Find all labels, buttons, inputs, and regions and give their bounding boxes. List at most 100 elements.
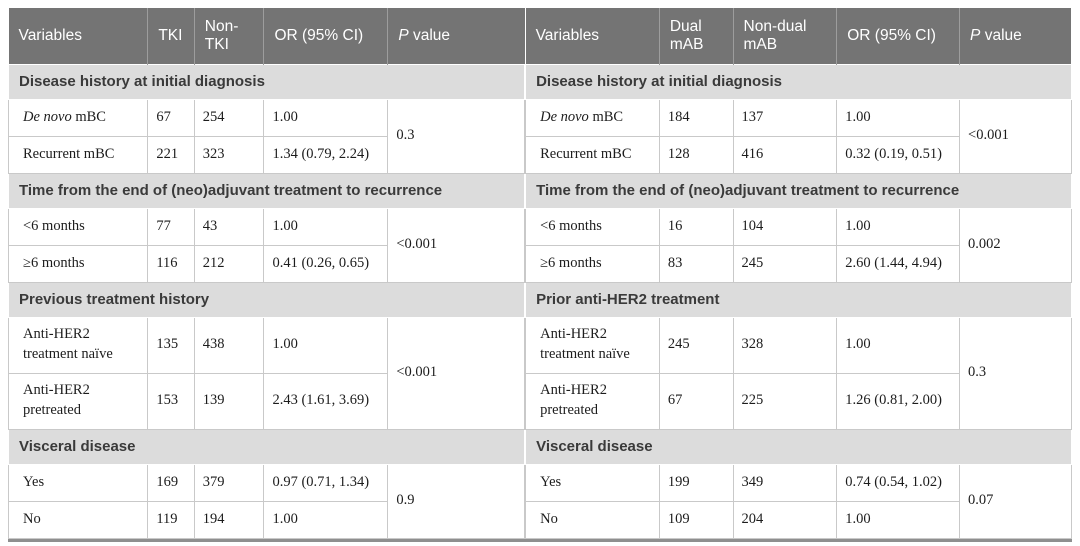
count-cell: 254 [193, 98, 265, 137]
or-cell: 1.00 [263, 316, 389, 374]
or-cell: 1.00 [836, 500, 961, 539]
count-cell: 323 [193, 135, 265, 174]
variable-cell: ≥6 months [525, 244, 660, 283]
section-title: Disease history at initial diagnosis [7, 63, 526, 100]
count-cell: 328 [732, 316, 838, 374]
col-header-or: OR (95% CI) [836, 8, 960, 64]
p-value-cell: 0.07 [959, 463, 1072, 539]
col-header-dual-mab: Dual mAB [658, 8, 734, 64]
variable-text: No [540, 510, 558, 527]
variable-cell: Anti-HER2 pretreated [7, 372, 149, 430]
variable-cell: Yes [525, 463, 660, 502]
table-row: Anti-HER2 treatment naïve 135 438 1.00 <… [7, 316, 526, 430]
table-row: Anti-HER2 treatment naïve 245 328 1.00 0… [525, 316, 1072, 430]
variable-cell: Anti-HER2 pretreated [525, 372, 660, 430]
or-cell: 0.97 (0.71, 1.34) [263, 463, 389, 502]
count-cell: 416 [732, 135, 838, 174]
variable-text: mBC [71, 108, 106, 125]
count-cell: 204 [732, 500, 838, 539]
section-title: Prior anti-HER2 treatment [525, 281, 1072, 318]
section-row: Disease history at initial diagnosis [525, 63, 1072, 100]
count-cell: 137 [732, 98, 838, 137]
col-header-variables: Variables [8, 8, 148, 64]
or-cell: 2.60 (1.44, 4.94) [836, 244, 961, 283]
count-cell: 119 [147, 500, 195, 539]
count-cell: 67 [147, 98, 195, 137]
or-cell: 0.74 (0.54, 1.02) [836, 463, 961, 502]
table-row: No 109 204 1.00 [525, 500, 1072, 539]
or-cell: 1.34 (0.79, 2.24) [263, 135, 389, 174]
count-cell: 139 [193, 372, 265, 430]
p-rest: value [980, 26, 1022, 44]
variable-text: Recurrent mBC [540, 145, 632, 162]
count-cell: 77 [147, 207, 195, 246]
count-cell: 245 [732, 244, 838, 283]
section-row: Prior anti-HER2 treatment [525, 281, 1072, 318]
section-title: Disease history at initial diagnosis [525, 63, 1072, 100]
col-header-variables: Variables [525, 8, 660, 64]
or-cell: 1.00 [263, 500, 389, 539]
section-row: Disease history at initial diagnosis [7, 63, 526, 100]
variable-cell: De novo mBC [525, 98, 660, 137]
variable-text: Anti-HER2 treatment naïve [23, 326, 113, 362]
count-cell: 184 [658, 98, 734, 137]
count-cell: 438 [193, 316, 265, 374]
mab-table: Variables Dual mAB Non-dual mAB OR (95% … [525, 8, 1072, 539]
variable-cell: De novo mBC [7, 98, 149, 137]
tki-table: Variables TKI Non-TKI OR (95% CI) P valu… [7, 8, 526, 539]
p-value-cell: <0.001 [959, 98, 1072, 174]
or-cell: 1.00 [263, 98, 389, 137]
table-row: Recurrent mBC 221 323 1.34 (0.79, 2.24) [7, 135, 525, 174]
variable-text: ≥6 months [23, 254, 85, 271]
count-cell: 153 [147, 372, 195, 430]
count-cell: 169 [147, 463, 195, 502]
p-italic: P [970, 26, 981, 44]
or-cell: 1.00 [836, 98, 961, 137]
variable-text: <6 months [540, 217, 602, 234]
count-cell: 349 [732, 463, 838, 502]
count-cell: 128 [658, 135, 734, 174]
section-title: Visceral disease [7, 428, 526, 465]
variable-text: Anti-HER2 pretreated [540, 382, 607, 418]
count-cell: 212 [193, 244, 265, 283]
variable-cell: No [7, 500, 149, 539]
section-row: Visceral disease [7, 428, 526, 465]
table-row: <6 months 16 104 1.00 0.002 [525, 207, 1072, 283]
table-row: ≥6 months 116 212 0.41 (0.26, 0.65) [7, 244, 525, 283]
variable-cell: Recurrent mBC [525, 135, 660, 174]
count-cell: 16 [658, 207, 734, 246]
col-header-non-dual-mab: Non-dual mAB [732, 8, 837, 64]
col-header-non-tki: Non-TKI [193, 8, 264, 64]
section-row: Visceral disease [525, 428, 1072, 465]
variable-text: Recurrent mBC [23, 145, 115, 162]
section-title: Time from the end of (neo)adjuvant treat… [525, 172, 1072, 209]
count-cell: 67 [658, 372, 734, 430]
or-cell: 1.26 (0.81, 2.00) [836, 372, 961, 430]
or-cell: 2.43 (1.61, 3.69) [263, 372, 389, 430]
variable-text: ≥6 months [540, 254, 602, 271]
variable-text: No [23, 510, 41, 527]
variable-text: Yes [23, 473, 45, 490]
or-cell: 1.00 [263, 207, 389, 246]
table-row: Yes 169 379 0.97 (0.71, 1.34) 0.9 [7, 463, 526, 539]
p-value-cell: 0.002 [959, 207, 1072, 283]
p-value-cell: <0.001 [387, 316, 526, 430]
variable-cell: ≥6 months [7, 244, 149, 283]
count-cell: 245 [658, 316, 734, 374]
count-cell: 83 [658, 244, 734, 283]
variable-italic: De novo [540, 108, 589, 125]
section-row: Time from the end of (neo)adjuvant treat… [525, 172, 1072, 209]
table-row: ≥6 months 83 245 2.60 (1.44, 4.94) [525, 244, 1072, 283]
table-row: De novo mBC 184 137 1.00 <0.001 [525, 98, 1072, 174]
table-row: De novo mBC 67 254 1.00 0.3 [7, 98, 526, 174]
count-cell: 104 [732, 207, 838, 246]
or-cell: 0.32 (0.19, 0.51) [836, 135, 961, 174]
p-value-cell: 0.3 [959, 316, 1072, 430]
variable-cell: Anti-HER2 treatment naïve [7, 316, 149, 374]
variable-text: mBC [588, 108, 624, 125]
table-row: Anti-HER2 pretreated 153 139 2.43 (1.61,… [7, 372, 525, 430]
col-header-pvalue: P value [387, 8, 525, 64]
variable-text: Anti-HER2 pretreated [23, 382, 90, 418]
count-cell: 116 [147, 244, 195, 283]
